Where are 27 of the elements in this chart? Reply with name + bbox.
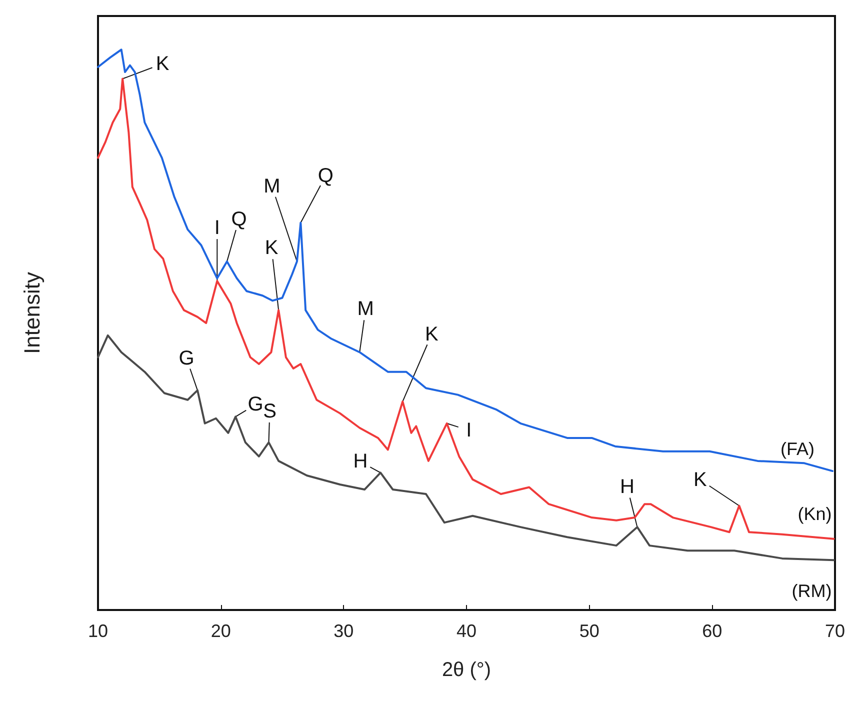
series-label: (Kn) (798, 504, 832, 524)
annotation: H (620, 476, 634, 498)
annotation: Q (318, 164, 334, 187)
annotation: M (357, 298, 374, 320)
x-tick-label: 20 (210, 621, 231, 641)
y-axis-title: Intensity (20, 272, 44, 354)
series-label: (FA) (780, 439, 815, 460)
annotation: K (694, 468, 708, 491)
annotation: K (264, 237, 279, 260)
x-tick-label: 70 (824, 621, 846, 641)
annotation: I (214, 217, 220, 240)
x-axis-title: 2θ (°) (442, 659, 492, 681)
annotation: G (248, 394, 264, 416)
annotation: Q (231, 208, 247, 230)
series-label: (RM) (792, 581, 832, 602)
annotation: G (178, 347, 194, 370)
x-tick-label: 50 (579, 621, 600, 641)
annotation: S (263, 400, 276, 422)
x-tick-label: 10 (88, 621, 108, 641)
x-tick-label: 40 (456, 621, 477, 641)
x-tick-label: 60 (702, 621, 722, 641)
x-tick-label: 30 (334, 621, 354, 641)
annotation: K (156, 52, 170, 75)
annotation: M (264, 175, 280, 198)
annotation: K (424, 324, 439, 346)
annotation: I (466, 419, 472, 442)
annotation: H (353, 450, 368, 473)
